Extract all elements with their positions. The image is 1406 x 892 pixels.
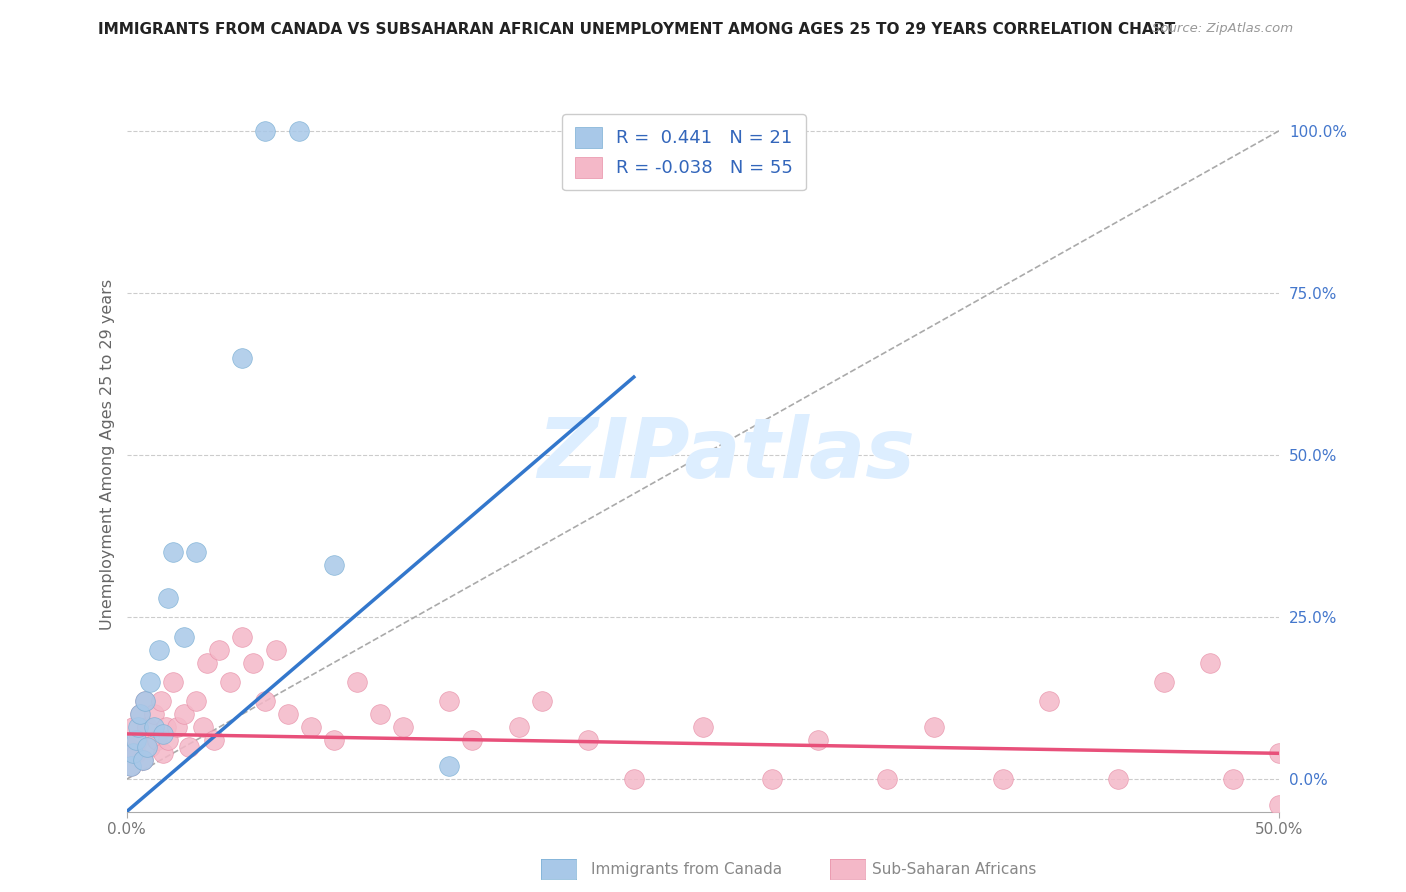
Point xyxy=(152,727,174,741)
Text: Immigrants from Canada: Immigrants from Canada xyxy=(591,863,782,877)
Point xyxy=(150,694,173,708)
Point xyxy=(508,720,530,734)
Point xyxy=(131,753,153,767)
Point xyxy=(155,720,177,734)
Point xyxy=(120,759,142,773)
Point xyxy=(131,753,153,767)
Point xyxy=(576,733,599,747)
Point xyxy=(1107,772,1129,787)
Point xyxy=(173,707,195,722)
Point xyxy=(127,720,149,734)
Point xyxy=(231,351,253,365)
Point xyxy=(692,720,714,734)
Point xyxy=(157,733,180,747)
Point xyxy=(145,733,167,747)
Point xyxy=(125,747,148,761)
Point xyxy=(173,630,195,644)
Point xyxy=(125,733,148,747)
Point xyxy=(253,123,276,137)
Point xyxy=(120,759,142,773)
Point xyxy=(1222,772,1244,787)
Point xyxy=(1038,694,1060,708)
Point xyxy=(368,707,391,722)
Point xyxy=(122,720,145,734)
Point xyxy=(162,675,184,690)
Point xyxy=(1268,747,1291,761)
Point xyxy=(202,733,225,747)
Point xyxy=(439,694,461,708)
Point xyxy=(266,642,288,657)
Point xyxy=(761,772,783,787)
Point xyxy=(1199,656,1222,670)
Legend: R =  0.441   N = 21, R = -0.038   N = 55: R = 0.441 N = 21, R = -0.038 N = 55 xyxy=(562,114,806,190)
Point xyxy=(136,720,159,734)
Point xyxy=(143,720,166,734)
Point xyxy=(323,733,346,747)
Point xyxy=(208,642,231,657)
Point xyxy=(1153,675,1175,690)
Point xyxy=(184,545,207,559)
Point xyxy=(807,733,830,747)
Text: Sub-Saharan Africans: Sub-Saharan Africans xyxy=(872,863,1036,877)
Point xyxy=(991,772,1014,787)
Point xyxy=(143,707,166,722)
Y-axis label: Unemployment Among Ages 25 to 29 years: Unemployment Among Ages 25 to 29 years xyxy=(100,279,115,631)
Point xyxy=(118,739,141,754)
Point xyxy=(129,707,152,722)
Point xyxy=(195,656,218,670)
Point xyxy=(530,694,553,708)
Point xyxy=(184,694,207,708)
Point xyxy=(922,720,945,734)
Point xyxy=(439,759,461,773)
Point xyxy=(461,733,484,747)
Point xyxy=(346,675,368,690)
Point xyxy=(134,694,156,708)
Point xyxy=(299,720,322,734)
Point xyxy=(136,739,159,754)
Point xyxy=(162,545,184,559)
Point xyxy=(138,739,160,754)
Text: IMMIGRANTS FROM CANADA VS SUBSAHARAN AFRICAN UNEMPLOYMENT AMONG AGES 25 TO 29 YE: IMMIGRANTS FROM CANADA VS SUBSAHARAN AFR… xyxy=(98,22,1175,37)
Point xyxy=(1268,798,1291,813)
Point xyxy=(253,694,276,708)
Text: ZIPatlas: ZIPatlas xyxy=(537,415,915,495)
Point xyxy=(288,123,311,137)
Point xyxy=(392,720,415,734)
Point xyxy=(166,720,188,734)
Point xyxy=(152,747,174,761)
Text: Source: ZipAtlas.com: Source: ZipAtlas.com xyxy=(1153,22,1294,36)
Point xyxy=(277,707,299,722)
Point xyxy=(138,675,160,690)
Point xyxy=(148,642,170,657)
Point xyxy=(242,656,264,670)
Point xyxy=(876,772,898,787)
Point xyxy=(177,739,200,754)
Point xyxy=(231,630,253,644)
Point xyxy=(127,733,149,747)
Point xyxy=(623,772,645,787)
Point xyxy=(157,591,180,605)
Point xyxy=(129,707,152,722)
Point xyxy=(122,747,145,761)
Point xyxy=(191,720,214,734)
Point xyxy=(219,675,242,690)
Point xyxy=(134,694,156,708)
Point xyxy=(323,558,346,573)
